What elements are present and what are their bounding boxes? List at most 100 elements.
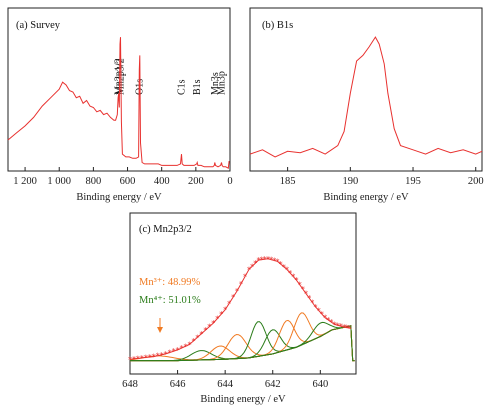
panel-b-xlabel: Binding energy / eV: [323, 192, 409, 203]
mn3-legend: Mn³⁺: 48.99%: [139, 277, 200, 288]
data-point-marker: *: [310, 299, 314, 308]
peak-label: Mn3p: [217, 71, 228, 95]
panel-b-frame: [249, 7, 483, 172]
data-point-marker: *: [326, 316, 330, 325]
panel-c-tick-label: 640: [312, 379, 328, 390]
data-point-marker: *: [307, 294, 311, 303]
panel-c-tick-label: 648: [122, 379, 138, 390]
data-point-marker: *: [215, 315, 219, 324]
panel-c-tick-label: 642: [265, 379, 281, 390]
data-point-marker: *: [329, 318, 333, 327]
peak-label: B1s: [192, 79, 203, 95]
panel-a-spectrum-line: [7, 37, 230, 169]
data-point-marker: *: [317, 307, 321, 316]
data-point-marker: *: [219, 310, 223, 319]
data-point-marker: *: [344, 324, 348, 333]
data-point-marker: *: [195, 333, 199, 342]
panel-a-tick-label: 600: [120, 176, 136, 187]
data-point-marker: *: [298, 281, 302, 290]
data-point-marker: *: [148, 353, 152, 362]
panel-c-background-line: [130, 325, 352, 362]
panel-b-tick-label: 185: [280, 176, 296, 187]
data-point-marker: *: [191, 337, 195, 346]
data-point-marker: *: [320, 310, 324, 319]
data-point-marker: *: [339, 322, 343, 331]
panel-b-spectrum-line: [249, 36, 483, 158]
panel-c-tick-label: 646: [170, 379, 186, 390]
data-point-marker: *: [203, 326, 207, 335]
panel-a-label: (a) Survey: [16, 20, 61, 31]
data-point-marker: *: [140, 354, 144, 363]
panel-a-tick-label: 800: [86, 176, 102, 187]
panel-b-tick-label: 200: [468, 176, 484, 187]
data-point-marker: *: [260, 256, 264, 265]
data-point-marker: *: [235, 287, 239, 296]
arrow-marker: [157, 318, 163, 333]
data-point-marker: *: [132, 355, 136, 364]
data-point-marker: *: [295, 276, 299, 285]
data-point-marker: *: [275, 257, 279, 266]
data-point-marker: *: [347, 324, 351, 333]
data-point-marker: *: [279, 260, 283, 269]
data-point-marker: *: [144, 353, 148, 362]
data-point-marker: *: [253, 259, 257, 268]
data-point-marker: *: [263, 255, 267, 264]
panel-c-tick-label: 644: [217, 379, 234, 390]
mn4-legend: Mn⁴⁺: 51.01%: [139, 295, 201, 306]
data-point-marker: *: [156, 352, 160, 361]
data-point-marker: *: [336, 321, 340, 330]
data-point-marker: *: [152, 353, 156, 362]
panel-b-tick-label: 195: [405, 176, 421, 187]
data-point-marker: *: [128, 355, 132, 364]
data-point-marker: *: [304, 290, 308, 299]
panel-a-tick-label: 1 000: [47, 176, 71, 187]
data-point-marker: *: [172, 347, 176, 356]
data-point-marker: *: [269, 256, 273, 265]
data-point-marker: *: [250, 262, 254, 271]
data-point-marker: *: [314, 303, 318, 312]
data-point-marker: *: [199, 330, 203, 339]
data-point-marker: *: [184, 342, 188, 351]
panel-a-tick-label: 1 200: [13, 176, 37, 187]
data-point-marker: *: [227, 299, 231, 308]
data-point-marker: *: [291, 273, 295, 282]
peak-label: C1s: [177, 79, 188, 95]
data-point-marker: *: [285, 265, 289, 274]
data-point-marker: *: [288, 269, 292, 278]
data-point-marker: *: [207, 323, 211, 332]
data-point-marker: *: [323, 314, 327, 323]
data-point-marker: *: [282, 263, 286, 272]
data-point-marker: *: [176, 346, 180, 355]
data-point-marker: *: [168, 349, 172, 358]
panel-a-tick-label: 0: [227, 176, 232, 187]
data-point-marker: *: [256, 256, 260, 265]
panel-c-xlabel: Binding energy / eV: [200, 394, 286, 405]
data-point-marker: *: [247, 265, 251, 274]
data-point-marker: *: [180, 344, 184, 353]
data-point-marker: *: [231, 293, 235, 302]
panel-a-tick-label: 200: [188, 176, 204, 187]
panel-c-frame: [129, 212, 357, 375]
data-point-marker: *: [164, 350, 168, 359]
data-point-marker: *: [272, 257, 276, 266]
data-point-marker: *: [266, 255, 270, 264]
data-point-marker: *: [187, 341, 191, 350]
panel-b-label: (b) B1s: [262, 20, 293, 31]
data-point-marker: *: [223, 306, 227, 315]
data-point-marker: *: [160, 351, 164, 360]
panel-a-tick-label: 400: [154, 176, 170, 187]
data-point-marker: *: [136, 354, 140, 363]
data-point-marker: *: [333, 320, 337, 329]
panel-c-label: (c) Mn2p3/2: [139, 224, 192, 235]
data-point-marker: *: [239, 280, 243, 289]
data-point-marker: *: [243, 273, 247, 282]
peak-label: Mn3s: [210, 72, 221, 95]
panel-a-xlabel: Binding energy / eV: [76, 192, 162, 203]
panel-b-tick-label: 190: [342, 176, 358, 187]
panel-a-frame: [7, 7, 231, 172]
data-point-marker: *: [211, 319, 215, 328]
data-point-marker: *: [301, 285, 305, 294]
data-point-marker: *: [342, 323, 346, 332]
panel-c-envelope-line: [129, 258, 352, 360]
